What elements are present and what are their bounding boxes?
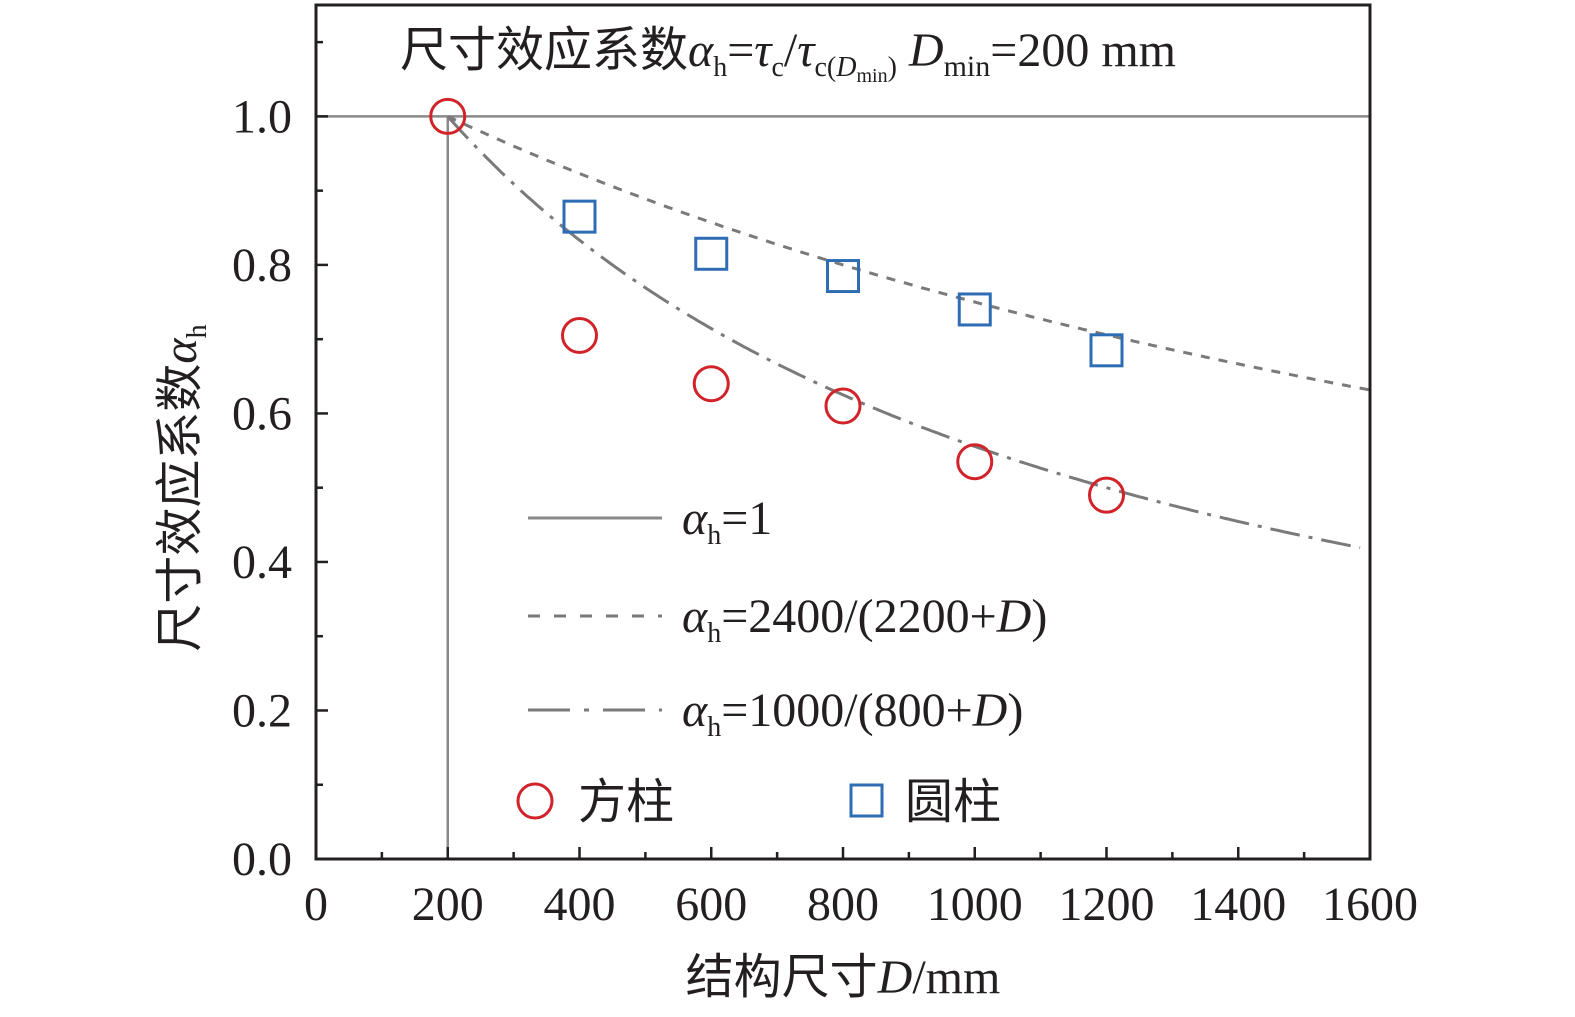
x-axis-label: 结构尺寸D/mm xyxy=(686,951,1001,1004)
y-tick-label: 0.2 xyxy=(232,684,292,737)
x-tick-label: 800 xyxy=(807,878,879,931)
x-tick-label: 600 xyxy=(675,878,747,931)
legend-label-alpha-1000: αh=1000/(800+D) xyxy=(682,684,1023,743)
data-point-circle xyxy=(824,387,862,425)
data-point-circle xyxy=(1088,476,1125,514)
data-point-circle xyxy=(956,443,994,481)
x-tick-label: 1000 xyxy=(927,878,1023,931)
y-tick-label: 0.8 xyxy=(232,239,292,292)
y-tick-label: 0.0 xyxy=(232,833,292,886)
data-point-square xyxy=(826,259,860,294)
legend-label-alpha-2400: αh=2400/(2200+D) xyxy=(682,590,1047,649)
x-tick-label: 1200 xyxy=(1059,878,1155,931)
fit-curve-dashed xyxy=(447,115,1371,392)
y-tick-label: 1.0 xyxy=(232,90,292,143)
data-point-square xyxy=(1089,333,1124,368)
reference-lines xyxy=(316,115,1370,859)
legend-label-round-column: 圆柱 xyxy=(905,776,1001,829)
fit-curves xyxy=(446,115,1371,550)
fit-curve-dashdot xyxy=(446,115,1361,550)
data-points xyxy=(429,97,1125,514)
legend-label-alpha-1: αh=1 xyxy=(682,492,772,551)
data-point-square xyxy=(957,292,992,327)
data-point-square xyxy=(562,199,597,234)
y-tick-label: 0.4 xyxy=(232,536,292,589)
data-point-circle xyxy=(692,365,730,403)
x-tick-label: 1400 xyxy=(1190,878,1286,931)
legend-label-square-column: 方柱 xyxy=(578,776,674,829)
data-point-circle xyxy=(429,97,467,135)
x-tick-label: 1600 xyxy=(1322,878,1418,931)
x-tick-label: 0 xyxy=(304,878,328,931)
legend: αh=1 αh=2400/(2200+D) αh=1000/(800+D) 方柱… xyxy=(516,492,1047,829)
y-axis-label: 尺寸效应系数αh xyxy=(154,324,213,651)
legend-marker-circle xyxy=(516,782,554,820)
data-point-square xyxy=(694,236,729,271)
x-tick-label: 200 xyxy=(412,878,484,931)
x-tick-label: 400 xyxy=(544,878,616,931)
y-tick-label: 0.6 xyxy=(232,387,292,440)
chart-title: 尺寸效应系数αh=τc/τc(Dmin) Dmin=200 mm xyxy=(400,24,1176,87)
axes: 0 200 400 600 800 1000 1200 1400 1600 0.0 0.2 0.4 0.… xyxy=(232,3,1418,931)
data-point-circle xyxy=(561,316,598,354)
legend-marker-square xyxy=(849,783,884,818)
